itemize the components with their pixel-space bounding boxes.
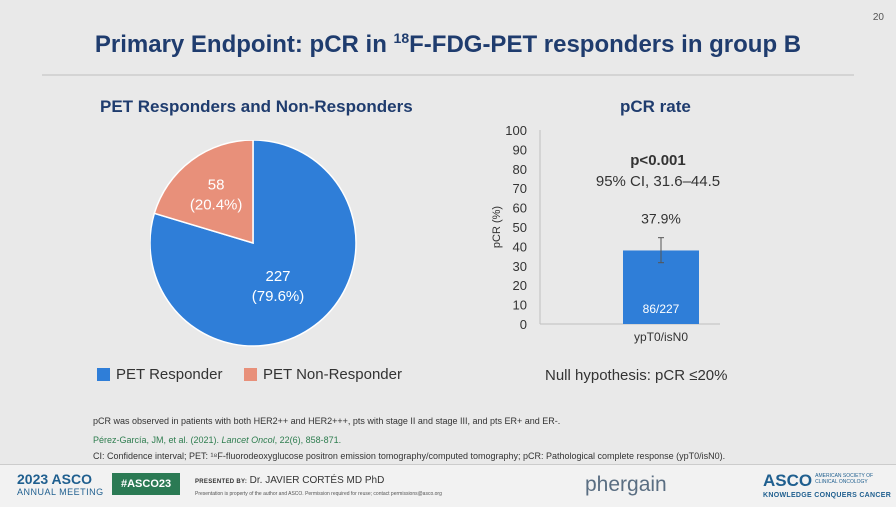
title-prefix: Primary Endpoint: pCR in [94,31,394,58]
y-tick-label: 10 [513,298,527,313]
presenter-name: Dr. JAVIER CORTÉS MD PhD [249,475,385,486]
y-tick-label: 100 [505,123,527,138]
pie-label-count-responder: 227 [265,268,290,285]
y-tick-label: 30 [513,259,527,274]
y-tick-label: 40 [513,239,527,254]
legend-non-responder: PET Non-Responder [244,366,402,383]
pie-label-percent-non-responder: (20.4%) [190,196,243,213]
legend-responder: PET Responder [97,366,222,383]
meeting-logo: 2023 ASCO ANNUAL MEETING [17,471,104,499]
title-divider [42,74,854,76]
bar-chart-title: pCR rate [620,97,691,116]
title-suffix: F-FDG-PET responders in group B [409,31,802,58]
title-sup: 18 [393,30,410,46]
y-tick-label: 90 [513,142,527,157]
slide-number: 20 [872,12,884,23]
p-value: p<0.001 [630,152,686,169]
legend-swatch-responder [97,368,110,381]
y-tick-label: 0 [520,317,527,332]
y-tick-label: 80 [513,162,527,177]
asco-society: AMERICAN SOCIETY OF CLINICAL ONCOLOGY [815,473,874,485]
bar-chart: 0 10 20 30 40 50 60 70 80 90 100 pCR (%) 37.9% 86/227… [491,123,720,344]
asco-wordmark: ASCO [763,471,813,490]
reference-authors: Pérez-García, JM, et al. (2021). [93,435,222,445]
reference-journal: Lancet Oncol [221,435,275,445]
legend-swatch-non-responder [244,368,257,381]
pie-chart-title: PET Responders and Non-Responders [100,97,413,116]
pie-slice-non-responder [153,140,254,245]
meeting-name: ANNUAL MEETING [17,487,104,497]
footer: 2023 ASCO ANNUAL MEETING #ASCO23 PRESENT… [0,464,896,507]
y-axis-label: pCR (%) [491,206,503,248]
page-title: Primary Endpoint: pCR in 18F-FDG-PET res… [0,30,896,59]
asco-logo: ASCO AMERICAN SOCIETY OF CLINICAL ONCOLOG… [763,471,891,499]
footnote-pcr: pCR was observed in patients with both H… [93,416,561,426]
asco-tagline: KNOWLEDGE CONQUERS CANCER [763,492,892,499]
footnote-abbreviations: CI: Confidence interval; PET: ¹⁸F-fluoro… [93,451,726,461]
footnote-reference: Pérez-García, JM, et al. (2021). Lancet … [93,435,341,445]
y-tick-label: 50 [513,220,527,235]
pie-label-percent-responder: (79.6%) [252,288,305,305]
x-category-label: ypT0/isN0 [634,330,688,344]
legend-label-non-responder: PET Non-Responder [263,366,402,383]
disclaimer: Presentation is property of the author a… [195,491,442,497]
legend-label-responder: PET Responder [116,366,223,383]
presenter-block: PRESENTED BY: Dr. JAVIER CORTÉS MD PhD P… [195,475,442,497]
null-hypothesis: Null hypothesis: pCR ≤20% [545,367,728,384]
sponsor-logo: phergain [585,473,667,496]
reference-volume: , 22(6), 858-871. [274,435,342,445]
y-tick-label: 60 [513,201,527,216]
y-tick-label: 20 [513,278,527,293]
bar-value-label: 37.9% [641,211,681,227]
presented-by-label: PRESENTED BY: [195,479,248,485]
hashtag-badge: #ASCO23 [112,473,181,495]
bar-inner-label: 86/227 [643,302,680,316]
meeting-year: 2023 ASCO [17,471,92,487]
confidence-interval: 95% CI, 31.6–44.5 [595,173,721,190]
y-tick-label: 70 [513,181,527,196]
pie-chart: 227 (79.6%) 58 (20.4%) [150,140,357,347]
pie-label-count-non-responder: 58 [208,176,225,193]
